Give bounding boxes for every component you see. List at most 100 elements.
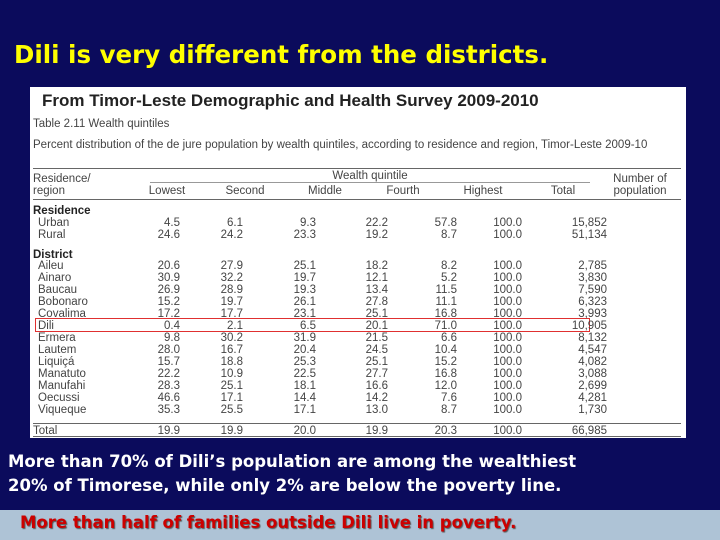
- rule: [33, 168, 681, 169]
- table-cell: 18.2: [365, 260, 388, 272]
- table-cell: 100.0: [493, 320, 522, 332]
- row-label: Bobonaro: [38, 296, 88, 308]
- table-cell: 15.2: [434, 356, 457, 368]
- table-cell: 10.9: [220, 368, 243, 380]
- table-cell: 25.3: [293, 356, 316, 368]
- table-cell: 19.7: [293, 272, 316, 284]
- table-cell: 7,590: [578, 284, 607, 296]
- row-label: Oecussi: [38, 392, 80, 404]
- table-cell: 21.5: [365, 332, 388, 344]
- table-cell: 3,088: [578, 368, 607, 380]
- table-cell: 27.7: [365, 368, 388, 380]
- table-cell: 1,730: [578, 404, 607, 416]
- table-cell: 100.0: [493, 284, 522, 296]
- table-cell: 3,993: [578, 308, 607, 320]
- table-cell: 100.0: [493, 216, 522, 229]
- table-cell: 17.2: [157, 308, 180, 320]
- rule: [150, 182, 590, 183]
- table-cell: 100.0: [493, 272, 522, 284]
- table-cell: 25.1: [293, 260, 316, 272]
- row-label: Manufahi: [38, 380, 86, 392]
- table-cell: 10.4: [434, 344, 457, 356]
- column-header: Fourth: [386, 185, 420, 197]
- table-cell: 100.0: [493, 404, 522, 416]
- table-cell: 31.9: [293, 332, 316, 344]
- row-label: Lautem: [38, 344, 77, 356]
- table-cell: 9.3: [300, 216, 316, 229]
- footer-bar: [0, 510, 720, 540]
- table-cell: 100.0: [493, 296, 522, 308]
- table-cell: 51,134: [571, 228, 607, 241]
- table-cell: 100.0: [493, 228, 522, 241]
- table-cell: 26.1: [293, 296, 316, 308]
- table-cell: 5.2: [441, 272, 457, 284]
- table-cell: 100.0: [493, 260, 522, 272]
- source-title: From Timor-Leste Demographic and Health …: [42, 91, 539, 110]
- table-cell: 10,905: [571, 320, 607, 332]
- table-cell: 35.3: [157, 404, 180, 416]
- table-cell: 28.0: [157, 344, 180, 356]
- table-cell: 14.2: [365, 392, 388, 404]
- table-cell: 27.9: [220, 260, 243, 272]
- table-cell: 22.2: [157, 368, 180, 380]
- table-cell: 20.6: [157, 260, 180, 272]
- table-cell: 25.1: [365, 308, 388, 320]
- table-cell: 100.0: [493, 356, 522, 368]
- row-label: Rural: [38, 228, 66, 241]
- table-cell: 24.2: [220, 228, 243, 241]
- table-cell: 20.3: [434, 425, 457, 437]
- table-cell: 32.2: [220, 272, 243, 284]
- table-cell: 17.7: [220, 308, 243, 320]
- row-label: Dili: [38, 320, 54, 332]
- table-cell: 4.5: [164, 216, 180, 229]
- table-cell: 16.6: [365, 380, 388, 392]
- group-header: Wealth quintile: [332, 170, 408, 182]
- body-line: 20% of Timorese, while only 2% are below…: [8, 476, 562, 495]
- table-cell: 28.3: [157, 380, 180, 392]
- table-cell: 25.5: [220, 404, 243, 416]
- table-cell: 4,547: [578, 344, 607, 356]
- row-label: Ermera: [38, 332, 76, 344]
- table-cell: 25.1: [220, 380, 243, 392]
- table-cell: 15.7: [157, 356, 180, 368]
- table-cell: 26.9: [157, 284, 180, 296]
- row-label: Viqueque: [38, 404, 87, 416]
- table-cell: 66,985: [571, 425, 607, 437]
- row-label: Ainaro: [38, 272, 72, 284]
- table-cell: 3,830: [578, 272, 607, 284]
- table-cell: 19.3: [293, 284, 316, 296]
- table-cell: 16.8: [434, 308, 457, 320]
- table-cell: 20.1: [365, 320, 388, 332]
- table-cell: 6.5: [300, 320, 316, 332]
- body-text: More than 70% of Dili’s population are a…: [8, 450, 576, 498]
- table-cell: 6.6: [441, 332, 457, 344]
- table-cell: 6,323: [578, 296, 607, 308]
- rule: [33, 436, 681, 437]
- table-cell: 11.5: [435, 284, 457, 296]
- table-cell: 9.8: [164, 332, 180, 344]
- table-cell: 13.0: [365, 404, 388, 416]
- table-cell: 24.5: [365, 344, 388, 356]
- row-label: Covalima: [38, 308, 86, 320]
- table-cell: 100.0: [493, 392, 522, 404]
- table-cell: 30.2: [220, 332, 243, 344]
- table-cell: 0.4: [164, 320, 180, 332]
- rule: [33, 199, 681, 200]
- table-cell: 46.6: [157, 392, 180, 404]
- table-cell: 71.0: [434, 320, 457, 332]
- table-cell: 100.0: [493, 308, 522, 320]
- row-label: Manatuto: [38, 368, 86, 380]
- table-cell: 100.0: [493, 368, 522, 380]
- table-cell: 25.1: [365, 356, 388, 368]
- table-cell: 15.2: [157, 296, 180, 308]
- row-label: Liquiçá: [38, 356, 75, 368]
- table-cell: 28.9: [220, 284, 243, 296]
- column-header: Total: [550, 185, 576, 197]
- table-cell: 19.2: [365, 228, 388, 241]
- table-cell: 30.9: [157, 272, 180, 284]
- table-cell: 19.9: [220, 425, 243, 437]
- table-cell: 4,082: [578, 356, 607, 368]
- table-cell: 6.1: [227, 216, 243, 229]
- table-cell: 12.1: [365, 272, 388, 284]
